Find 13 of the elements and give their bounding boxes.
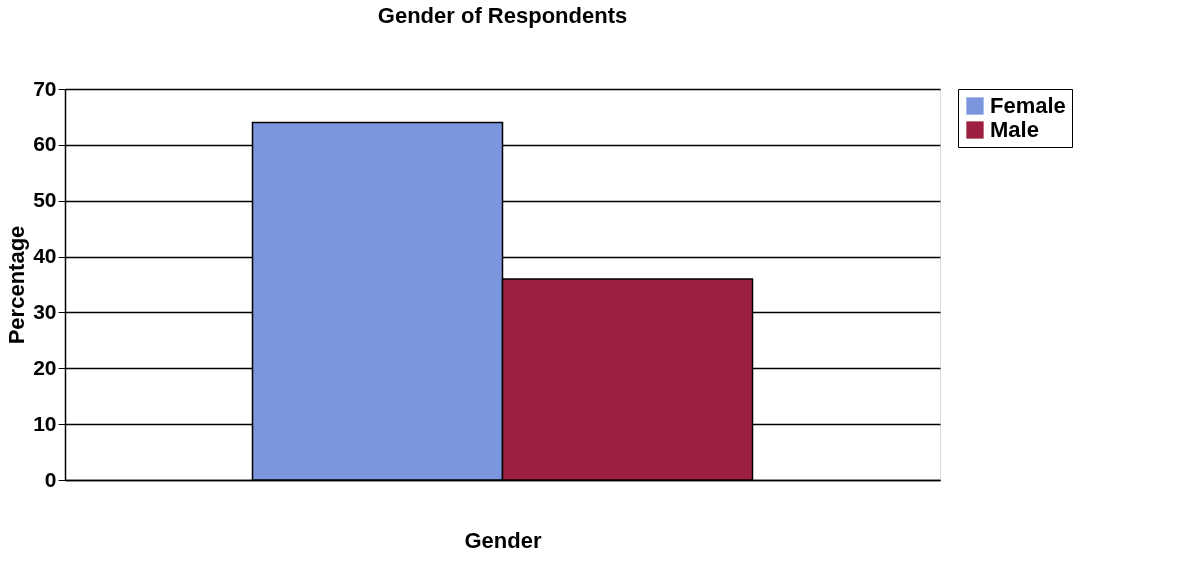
- chart-title: Gender of Respondents: [377, 3, 628, 28]
- y-axis-title: Percentage: [4, 225, 30, 345]
- y-tick-label: 60: [33, 132, 57, 156]
- legend-label: Female: [990, 93, 1066, 118]
- y-tick-label: 10: [33, 411, 57, 435]
- legend-label: Male: [990, 117, 1039, 142]
- y-tick-label: 70: [33, 76, 57, 100]
- y-tick-label: 0: [44, 467, 57, 491]
- y-tick-label: 50: [33, 188, 57, 212]
- x-axis-title: Gender: [464, 527, 542, 553]
- y-tick-label: 30: [33, 299, 57, 323]
- y-tick-label: 20: [33, 355, 57, 379]
- y-tick-label: 40: [33, 244, 57, 268]
